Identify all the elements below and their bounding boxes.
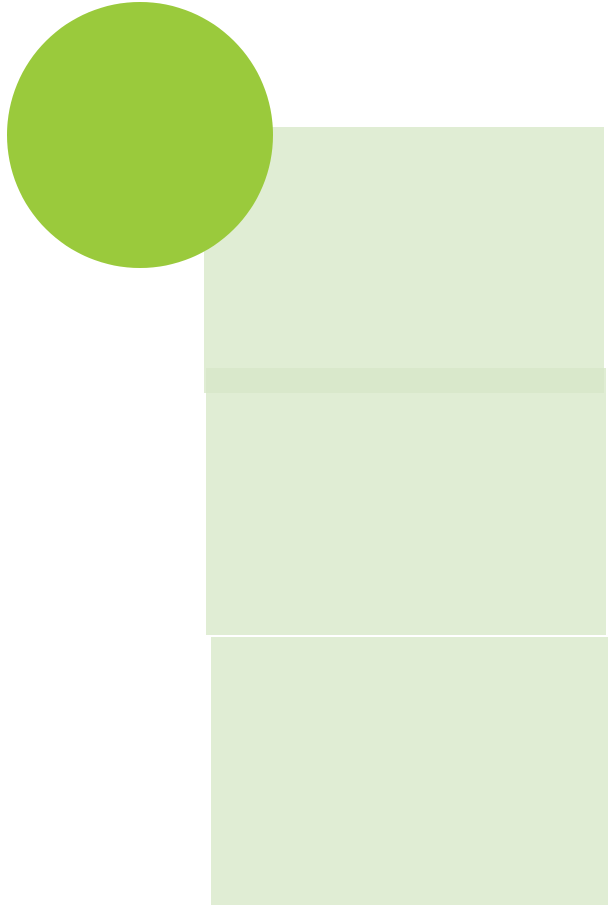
circle [7, 2, 273, 268]
panel-top [204, 127, 604, 393]
panel-middle [206, 368, 606, 635]
panel-bottom [211, 637, 608, 905]
panel-overlap [206, 368, 604, 393]
